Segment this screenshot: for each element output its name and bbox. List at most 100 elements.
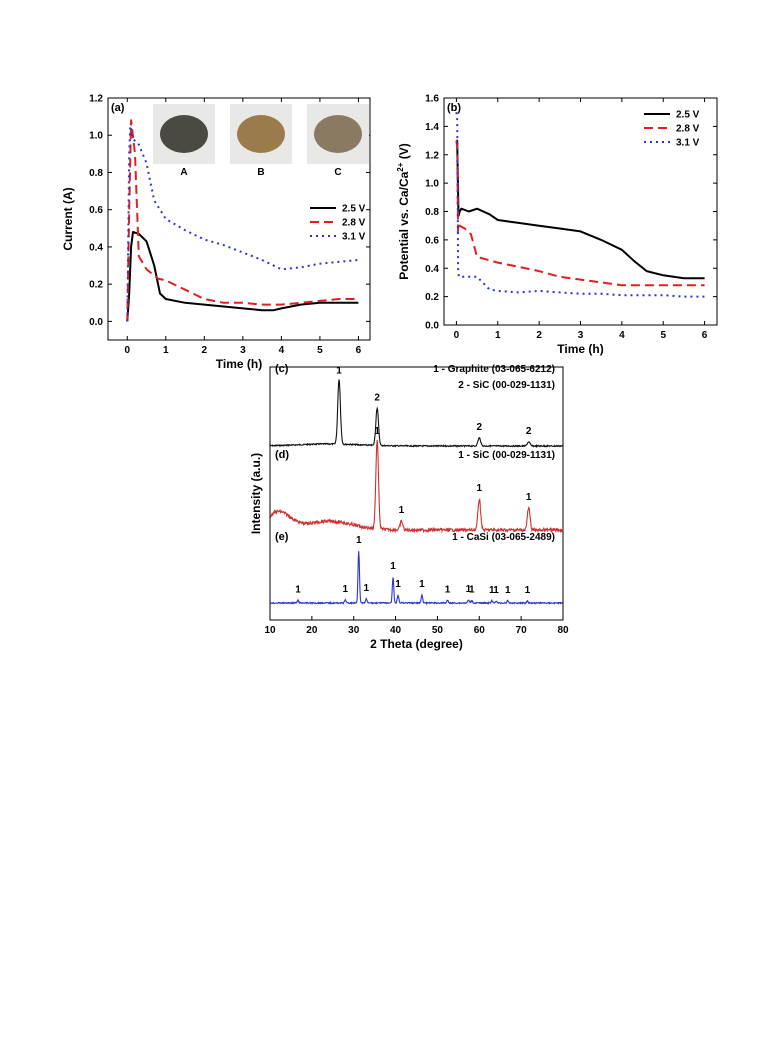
peak-label: 1	[395, 579, 401, 590]
legend-entry: 2.5 V	[342, 204, 366, 215]
x-tick-label: 2	[202, 345, 208, 356]
peak-label: 2	[526, 426, 532, 437]
peak-label: 1	[374, 426, 380, 437]
x-tick-label: 80	[557, 625, 569, 636]
x-axis-label: 2 Theta (degree)	[370, 637, 463, 651]
x-axis-label: Time (h)	[557, 342, 603, 356]
x-tick-label: 3	[578, 330, 584, 341]
phase-legend-entry: 1 - Graphite (03-065-6212)	[433, 364, 555, 375]
y-tick-label: 0.0	[425, 321, 439, 332]
peak-label: 1	[336, 365, 342, 376]
y-tick-label: 1.2	[89, 94, 103, 105]
y-tick-label: 0.0	[89, 317, 103, 328]
x-tick-label: 4	[619, 330, 625, 341]
y-tick-label: 1.4	[425, 122, 439, 133]
y-tick-label: 1.6	[425, 94, 439, 105]
y-tick-label: 1.0	[89, 131, 103, 142]
x-tick-label: 40	[390, 625, 402, 636]
x-tick-label: 60	[474, 625, 486, 636]
xrd-pattern	[269, 551, 564, 606]
y-tick-label: 0.2	[89, 280, 103, 291]
y-tick-label: 0.8	[89, 168, 103, 179]
peak-label: 1	[466, 584, 472, 595]
plot-frame	[269, 366, 564, 621]
series-line-2-5-V	[456, 139, 705, 280]
y-axis-label-unit: (V)	[397, 143, 411, 162]
xrd-pattern	[269, 379, 564, 449]
x-tick-label: 5	[317, 345, 323, 356]
panel-label: (b)	[447, 102, 461, 114]
x-tick-label: 20	[306, 625, 318, 636]
peak-label: 1	[343, 584, 349, 595]
y-axis-label: Current (A)	[61, 187, 75, 250]
y-axis-label-sup: 2+	[396, 162, 405, 171]
peak-label: 1	[445, 584, 451, 595]
peak-label: 1	[390, 561, 396, 572]
y-axis-label: Intensity (a.u.)	[249, 453, 263, 534]
x-tick-label: 2	[536, 330, 542, 341]
peak-label: 1	[295, 584, 301, 595]
panel-label: (a)	[111, 102, 125, 114]
y-tick-label: 0.8	[425, 207, 439, 218]
plot-frame	[107, 97, 371, 341]
xrd-pattern	[269, 439, 564, 534]
chart-panel-1: 0 1 2 3 4 5 6 0.0 0.2 0.4 0.6 0.8 1.0 1.2 1.4 1.6 Time (…	[396, 94, 718, 356]
series-line-2-8-V	[126, 119, 359, 322]
series-line-2-5-V	[126, 231, 359, 322]
y-tick-label: 0.4	[89, 242, 103, 253]
y-tick-label: 0.6	[89, 205, 103, 216]
panel-label: (c)	[275, 363, 289, 375]
peak-label: 1	[399, 505, 405, 516]
chart-panel-xrd: 10 20 30 40 50 60 70 80 2 Theta (degree) Intensit…	[249, 363, 569, 651]
legend-entry: 3.1 V	[676, 138, 700, 149]
peak-label: 1	[505, 585, 511, 596]
x-axis-label: Time (h)	[216, 357, 262, 371]
x-tick-label: 50	[432, 625, 444, 636]
x-tick-label: 6	[702, 330, 708, 341]
inset-photo-powder	[237, 115, 285, 153]
peak-label: 1	[469, 584, 475, 595]
inset-label: C	[334, 167, 341, 178]
phase-legend-entry: 2 - SiC (00-029-1131)	[458, 380, 555, 391]
legend-entry: 2.5 V	[676, 110, 700, 121]
legend-entry: 3.1 V	[342, 232, 366, 243]
inset-label: A	[180, 167, 187, 178]
y-tick-label: 0.6	[425, 235, 439, 246]
peak-label: 1	[526, 492, 532, 503]
series-line-3-1-V	[126, 124, 359, 322]
peak-label: 1	[493, 585, 499, 596]
series-line-3-1-V	[455, 112, 705, 298]
peak-label: 1	[525, 585, 531, 596]
inset-photo-powder	[160, 115, 208, 153]
y-tick-label: 1.0	[425, 179, 439, 190]
series-line-2-8-V	[455, 140, 705, 287]
y-tick-label: 0.2	[425, 292, 439, 303]
x-tick-label: 3	[240, 345, 246, 356]
legend-entry: 2.8 V	[342, 218, 366, 229]
x-tick-label: 4	[279, 345, 285, 356]
phase-legend-entry: 1 - SiC (00-029-1131)	[458, 450, 555, 461]
inset-photo-powder	[314, 115, 362, 153]
x-tick-label: 1	[163, 345, 169, 356]
x-tick-label: 30	[348, 625, 360, 636]
inset-label: B	[257, 167, 264, 178]
x-tick-label: 70	[516, 625, 528, 636]
x-tick-label: 5	[660, 330, 666, 341]
x-tick-label: 0	[124, 345, 130, 356]
x-tick-label: 6	[356, 345, 362, 356]
x-tick-label: 1	[495, 330, 501, 341]
peak-label: 1	[419, 579, 425, 590]
peak-label: 2	[477, 422, 483, 433]
legend-entry: 2.8 V	[676, 124, 700, 135]
y-tick-label: 0.4	[425, 264, 439, 275]
peak-label: 1	[356, 535, 362, 546]
y-tick-label: 1.2	[425, 150, 439, 161]
panel-label: (e)	[275, 531, 289, 543]
peak-label: 1	[477, 483, 483, 494]
peak-label: 1	[489, 585, 495, 596]
peak-label: 2	[374, 393, 380, 404]
y-axis-label: Potential vs. Ca/Ca2+ (V)	[396, 143, 411, 280]
phase-legend-entry: 1 - CaSi (03-065-2489)	[452, 532, 555, 543]
x-tick-label: 0	[454, 330, 460, 341]
